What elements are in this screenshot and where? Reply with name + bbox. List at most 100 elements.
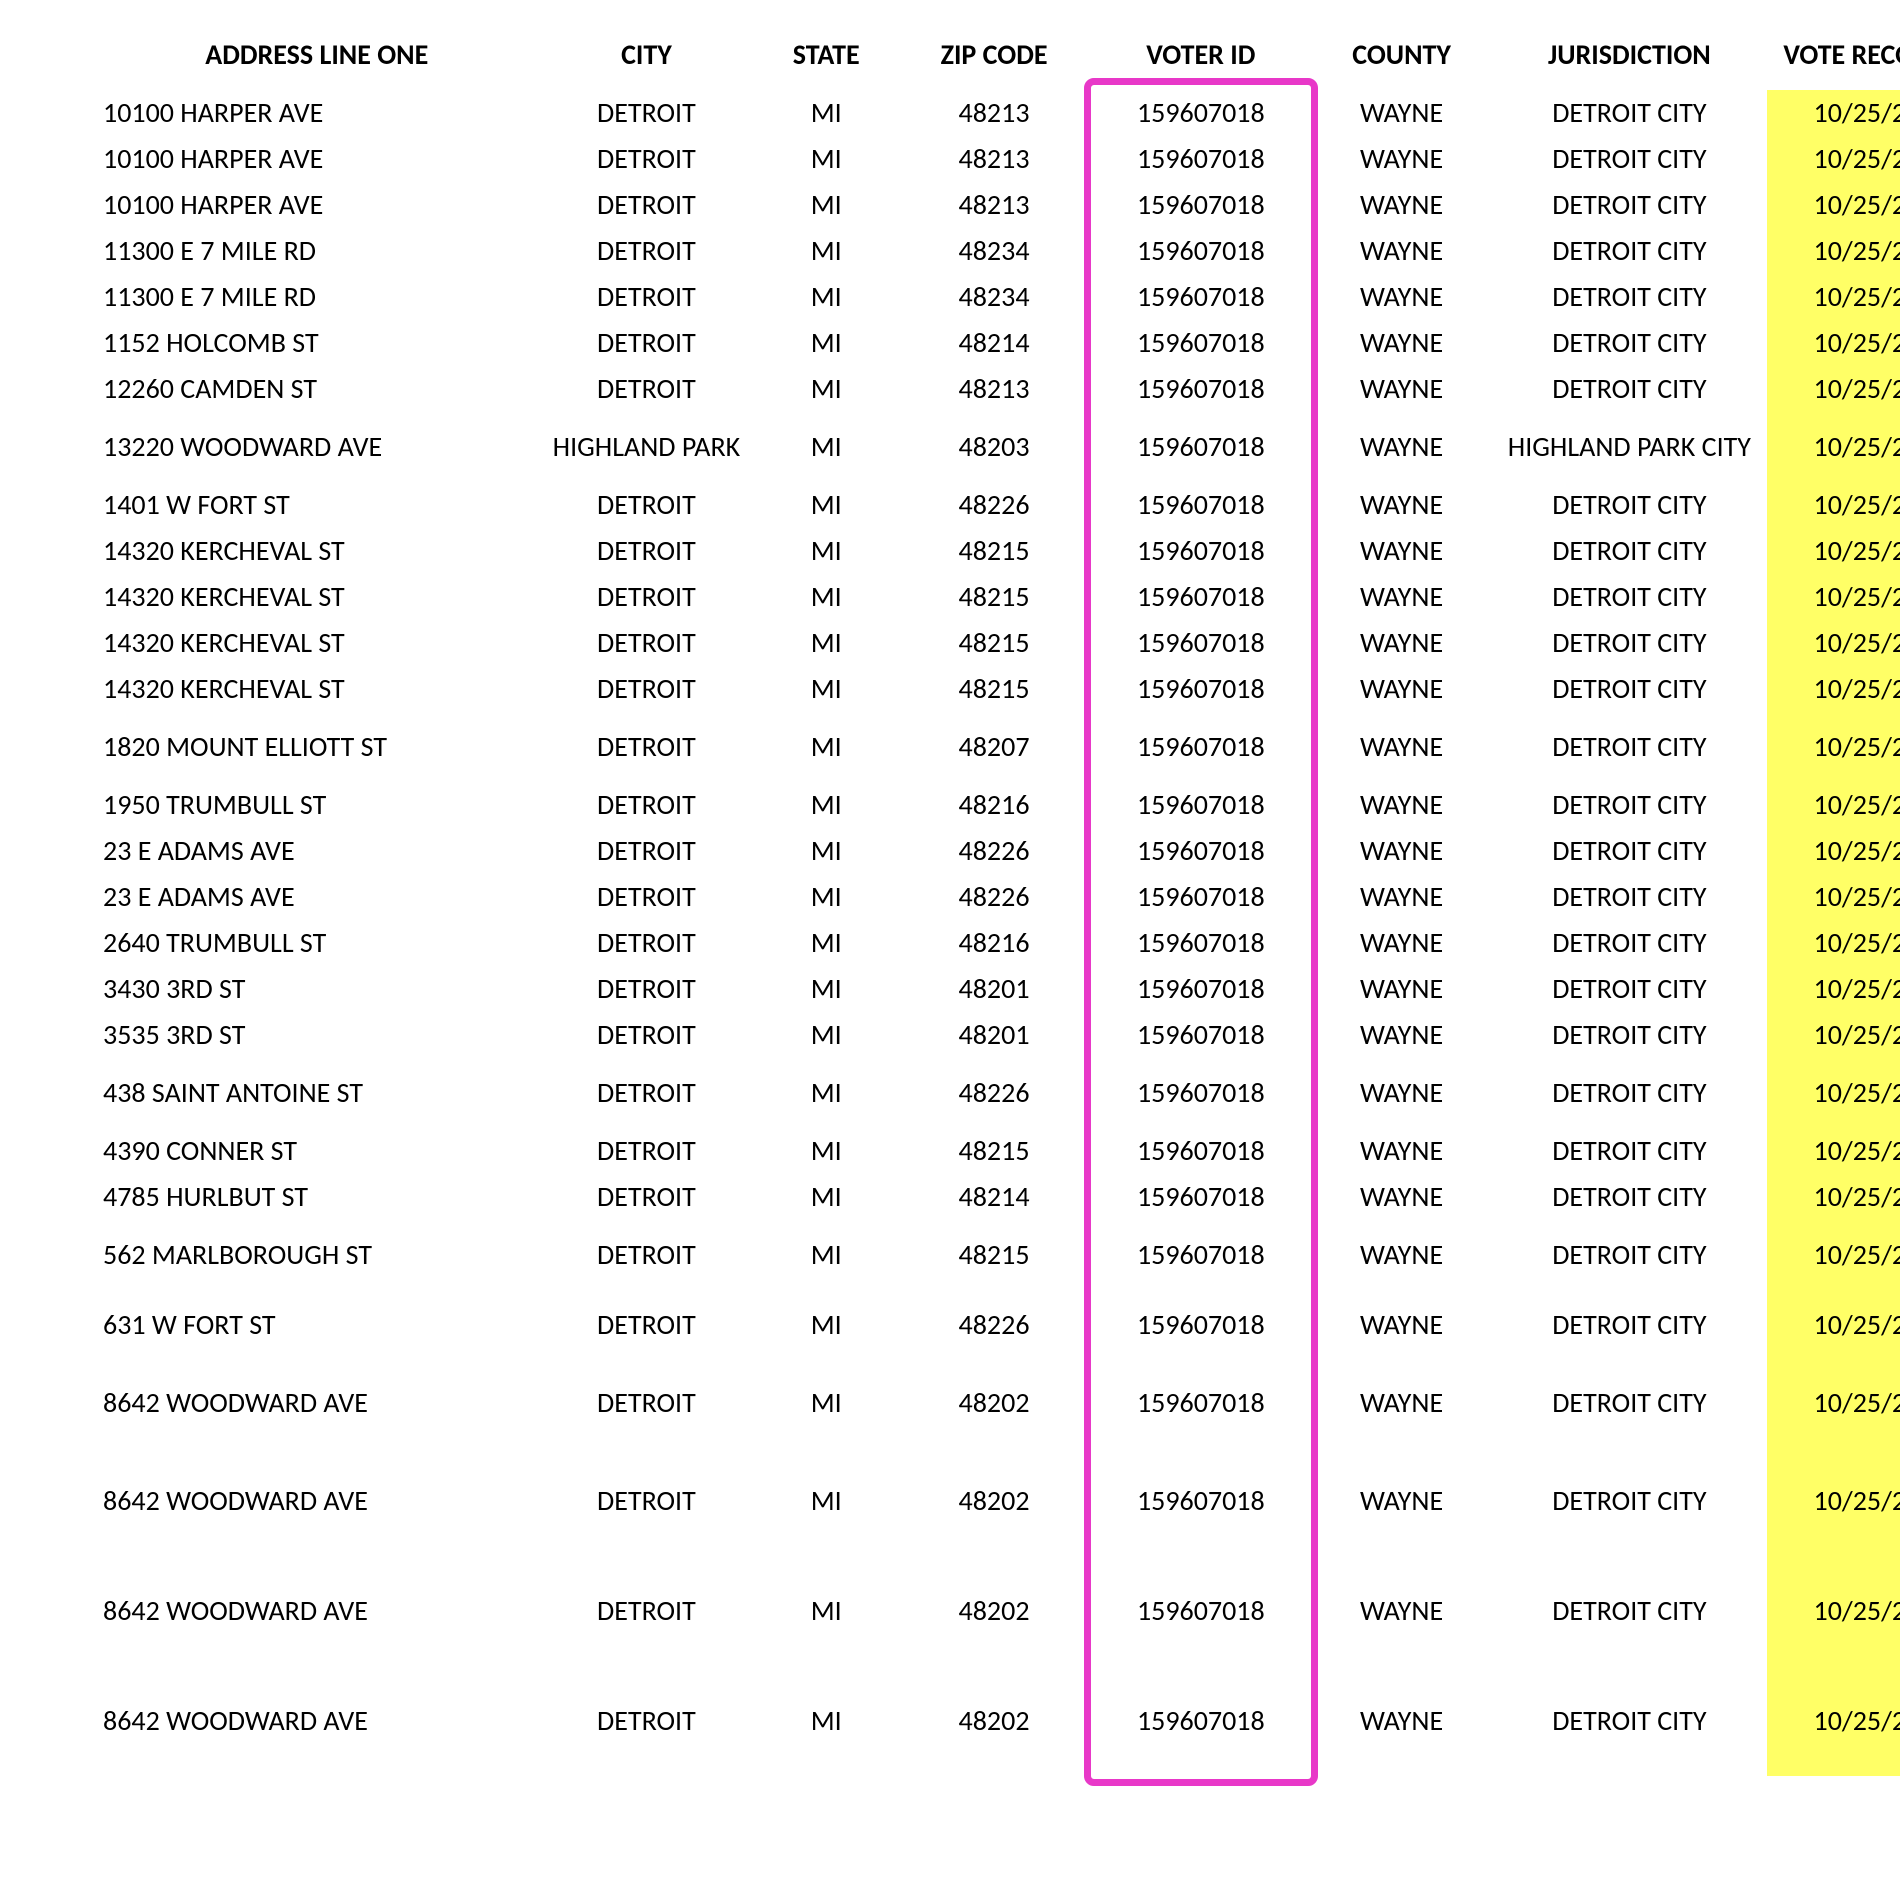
cell-city: DETROIT: [539, 136, 755, 182]
cell-voter-id: 159607018: [1090, 412, 1312, 482]
table-row: 562 MARLBOROUGH STDETROITMI4821515960701…: [95, 1220, 1900, 1290]
cell-state: MI: [754, 1290, 898, 1360]
col-header-vote-recorded: VOTE RECORDED: [1767, 20, 1900, 90]
cell-county: WAYNE: [1312, 1360, 1492, 1446]
cell-vote-recorded: 10/25/2024: [1767, 620, 1900, 666]
cell-address: 1401 W FORT ST: [95, 482, 539, 528]
cell-address: 4390 CONNER ST: [95, 1128, 539, 1174]
cell-zip: 48202: [898, 1556, 1090, 1666]
cell-city: DETROIT: [539, 782, 755, 828]
cell-vote-recorded: 10/25/2024: [1767, 1290, 1900, 1360]
cell-county: WAYNE: [1312, 274, 1492, 320]
cell-vote-recorded: 10/25/2024: [1767, 1556, 1900, 1666]
cell-county: WAYNE: [1312, 1012, 1492, 1058]
cell-jurisdiction: DETROIT CITY: [1492, 920, 1768, 966]
cell-voter-id: 159607018: [1090, 782, 1312, 828]
cell-jurisdiction: DETROIT CITY: [1492, 782, 1768, 828]
cell-county: WAYNE: [1312, 90, 1492, 136]
cell-city: DETROIT: [539, 1012, 755, 1058]
cell-state: MI: [754, 1174, 898, 1220]
cell-voter-id: 159607018: [1090, 620, 1312, 666]
cell-address: 10100 HARPER AVE: [95, 136, 539, 182]
cell-address: 10100 HARPER AVE: [95, 90, 539, 136]
cell-county: WAYNE: [1312, 320, 1492, 366]
cell-city: DETROIT: [539, 528, 755, 574]
cell-county: WAYNE: [1312, 228, 1492, 274]
cell-county: WAYNE: [1312, 182, 1492, 228]
cell-address: 10100 HARPER AVE: [95, 182, 539, 228]
cell-state: MI: [754, 1446, 898, 1556]
cell-voter-id: 159607018: [1090, 1012, 1312, 1058]
cell-zip: 48215: [898, 620, 1090, 666]
table-row: 631 W FORT STDETROITMI48226159607018WAYN…: [95, 1290, 1900, 1360]
cell-voter-id: 159607018: [1090, 1220, 1312, 1290]
voter-table: ADDRESS LINE ONE CITY STATE ZIP CODE VOT…: [95, 20, 1900, 1776]
table-row: 23 E ADAMS AVEDETROITMI48226159607018WAY…: [95, 828, 1900, 874]
cell-vote-recorded: 10/25/2024: [1767, 1128, 1900, 1174]
cell-vote-recorded: 10/25/2024: [1767, 574, 1900, 620]
table-row: 10100 HARPER AVEDETROITMI48213159607018W…: [95, 90, 1900, 136]
cell-address: 23 E ADAMS AVE: [95, 828, 539, 874]
cell-city: DETROIT: [539, 1666, 755, 1776]
cell-zip: 48203: [898, 412, 1090, 482]
cell-jurisdiction: DETROIT CITY: [1492, 1220, 1768, 1290]
cell-voter-id: 159607018: [1090, 228, 1312, 274]
cell-county: WAYNE: [1312, 1666, 1492, 1776]
cell-voter-id: 159607018: [1090, 1058, 1312, 1128]
cell-city: DETROIT: [539, 182, 755, 228]
cell-voter-id: 159607018: [1090, 1174, 1312, 1220]
cell-county: WAYNE: [1312, 482, 1492, 528]
cell-state: MI: [754, 874, 898, 920]
cell-voter-id: 159607018: [1090, 666, 1312, 712]
cell-jurisdiction: DETROIT CITY: [1492, 574, 1768, 620]
cell-city: DETROIT: [539, 90, 755, 136]
cell-county: WAYNE: [1312, 828, 1492, 874]
cell-state: MI: [754, 620, 898, 666]
col-header-city: CITY: [539, 20, 755, 90]
table-row: 3430 3RD STDETROITMI48201159607018WAYNED…: [95, 966, 1900, 1012]
cell-voter-id: 159607018: [1090, 874, 1312, 920]
table-row: 10100 HARPER AVEDETROITMI48213159607018W…: [95, 136, 1900, 182]
cell-jurisdiction: DETROIT CITY: [1492, 228, 1768, 274]
cell-vote-recorded: 10/25/2024: [1767, 528, 1900, 574]
cell-vote-recorded: 10/25/2024: [1767, 366, 1900, 412]
table-row: 438 SAINT ANTOINE STDETROITMI48226159607…: [95, 1058, 1900, 1128]
cell-zip: 48234: [898, 228, 1090, 274]
cell-zip: 48216: [898, 920, 1090, 966]
cell-voter-id: 159607018: [1090, 1556, 1312, 1666]
cell-city: DETROIT: [539, 228, 755, 274]
cell-voter-id: 159607018: [1090, 1128, 1312, 1174]
cell-address: 14320 KERCHEVAL ST: [95, 574, 539, 620]
cell-voter-id: 159607018: [1090, 320, 1312, 366]
cell-vote-recorded: 10/25/2024: [1767, 712, 1900, 782]
cell-vote-recorded: 10/25/2024: [1767, 1174, 1900, 1220]
cell-jurisdiction: DETROIT CITY: [1492, 1012, 1768, 1058]
cell-zip: 48215: [898, 1220, 1090, 1290]
cell-zip: 48214: [898, 320, 1090, 366]
cell-city: DETROIT: [539, 666, 755, 712]
cell-county: WAYNE: [1312, 528, 1492, 574]
cell-jurisdiction: DETROIT CITY: [1492, 528, 1768, 574]
table-row: 1401 W FORT STDETROITMI48226159607018WAY…: [95, 482, 1900, 528]
cell-state: MI: [754, 1128, 898, 1174]
cell-voter-id: 159607018: [1090, 182, 1312, 228]
cell-vote-recorded: 10/25/2024: [1767, 828, 1900, 874]
cell-zip: 48214: [898, 1174, 1090, 1220]
cell-county: WAYNE: [1312, 874, 1492, 920]
cell-state: MI: [754, 136, 898, 182]
cell-zip: 48215: [898, 528, 1090, 574]
cell-vote-recorded: 10/25/2024: [1767, 666, 1900, 712]
table-row: 12260 CAMDEN STDETROITMI48213159607018WA…: [95, 366, 1900, 412]
cell-voter-id: 159607018: [1090, 920, 1312, 966]
cell-address: 14320 KERCHEVAL ST: [95, 528, 539, 574]
cell-voter-id: 159607018: [1090, 90, 1312, 136]
cell-county: WAYNE: [1312, 712, 1492, 782]
cell-voter-id: 159607018: [1090, 828, 1312, 874]
cell-jurisdiction: DETROIT CITY: [1492, 274, 1768, 320]
cell-state: MI: [754, 1556, 898, 1666]
table-row: 11300 E 7 MILE RDDETROITMI48234159607018…: [95, 228, 1900, 274]
cell-state: MI: [754, 1666, 898, 1776]
cell-county: WAYNE: [1312, 1058, 1492, 1128]
cell-state: MI: [754, 1058, 898, 1128]
cell-vote-recorded: 10/25/2024: [1767, 966, 1900, 1012]
